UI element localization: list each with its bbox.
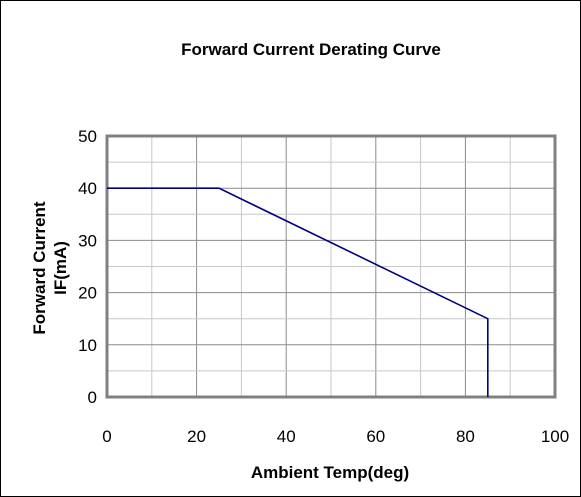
x-axis-title: Ambient Temp(deg) (251, 463, 409, 482)
y-tick-label: 30 (78, 231, 97, 250)
y-tick-labels: 0 10 20 30 40 50 (78, 127, 97, 407)
y-tick-label: 40 (78, 179, 97, 198)
y-tick-label: 50 (78, 127, 97, 146)
y-axis-title-line-1: Forward Current (30, 201, 49, 335)
grid-lines (107, 136, 555, 397)
y-tick-label: 10 (78, 336, 97, 355)
x-tick-label: 100 (541, 427, 569, 446)
series-line-0 (107, 187, 489, 397)
x-tick-label: 40 (277, 427, 296, 446)
x-tick-label: 0 (102, 427, 111, 446)
x-tick-label: 60 (366, 427, 385, 446)
x-tick-labels: 0 20 40 60 80 100 (102, 427, 569, 446)
chart-title: Forward Current Derating Curve (181, 40, 441, 59)
y-tick-label: 20 (78, 284, 97, 303)
x-tick-label: 80 (456, 427, 475, 446)
series-lines (107, 187, 489, 397)
y-axis-title-line-2: IF(mA) (51, 241, 70, 295)
x-tick-label: 20 (187, 427, 206, 446)
plot-area (105, 134, 557, 399)
y-tick-label: 0 (88, 388, 97, 407)
